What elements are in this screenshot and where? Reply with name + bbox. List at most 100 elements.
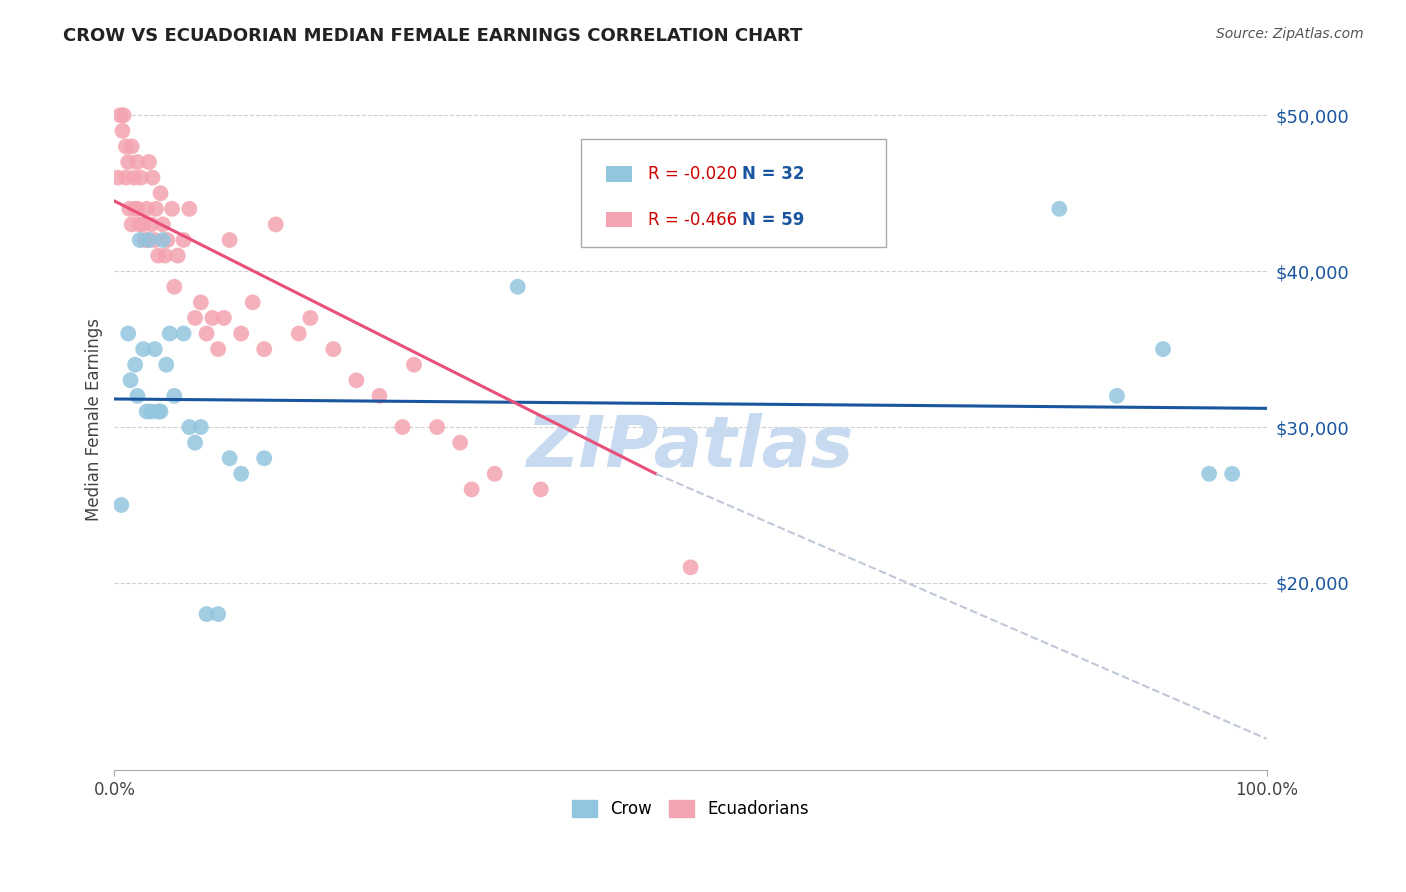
Point [218, 233, 240, 247]
Point [117, 326, 139, 341]
Point [118, 202, 141, 216]
Text: N = 59: N = 59 [742, 211, 804, 228]
Point [141, 404, 163, 418]
Point [145, 202, 167, 216]
Point [155, 358, 177, 372]
Point [253, 342, 276, 356]
Point [138, 233, 160, 247]
Point [1152, 342, 1174, 356]
Point [138, 233, 160, 247]
Point [1047, 202, 1070, 216]
Point [184, 310, 207, 325]
Point [218, 451, 240, 466]
Text: R = -0.466: R = -0.466 [648, 211, 737, 228]
Point [129, 170, 152, 185]
Point [128, 218, 150, 232]
Point [184, 435, 207, 450]
Point [115, 170, 138, 185]
Point [127, 155, 149, 169]
Point [506, 279, 529, 293]
Point [402, 358, 425, 372]
Point [141, 218, 163, 232]
Point [160, 202, 183, 216]
Point [124, 202, 146, 216]
Point [127, 389, 149, 403]
Y-axis label: Median Female Earnings: Median Female Earnings [86, 318, 103, 521]
Point [530, 483, 553, 497]
Point [115, 139, 138, 153]
Text: Source: ZipAtlas.com: Source: ZipAtlas.com [1216, 27, 1364, 41]
Point [132, 342, 155, 356]
Point [152, 218, 174, 232]
Point [134, 233, 156, 247]
FancyBboxPatch shape [581, 138, 886, 247]
Point [242, 295, 264, 310]
Text: CROW VS ECUADORIAN MEDIAN FEMALE EARNINGS CORRELATION CHART: CROW VS ECUADORIAN MEDIAN FEMALE EARNING… [63, 27, 803, 45]
Point [344, 373, 367, 387]
Point [264, 218, 287, 232]
Point [253, 451, 276, 466]
Point [152, 233, 174, 247]
Point [190, 420, 212, 434]
FancyBboxPatch shape [606, 167, 631, 182]
Point [138, 155, 160, 169]
Point [1220, 467, 1243, 481]
Point [121, 139, 143, 153]
Point [117, 155, 139, 169]
Point [679, 560, 702, 574]
Point [231, 326, 253, 341]
Point [368, 389, 391, 403]
Point [110, 498, 132, 512]
Point [107, 170, 129, 185]
Point [201, 310, 224, 325]
Point [484, 467, 506, 481]
Point [122, 170, 145, 185]
Point [212, 310, 235, 325]
Point [231, 467, 253, 481]
Point [143, 233, 166, 247]
Point [111, 124, 134, 138]
Point [128, 233, 150, 247]
Point [135, 404, 157, 418]
Point [120, 373, 142, 387]
Point [195, 326, 218, 341]
Point [391, 420, 413, 434]
Point [166, 249, 188, 263]
Point [1105, 389, 1128, 403]
Point [190, 295, 212, 310]
Point [143, 342, 166, 356]
Point [112, 108, 135, 122]
Point [148, 404, 170, 418]
Point [173, 326, 195, 341]
Point [299, 310, 322, 325]
Point [195, 607, 218, 621]
Point [153, 249, 176, 263]
Point [179, 420, 201, 434]
Point [426, 420, 449, 434]
Point [149, 186, 172, 201]
Point [159, 326, 181, 341]
Point [141, 170, 163, 185]
Legend: Crow, Ecuadorians: Crow, Ecuadorians [565, 793, 815, 825]
Point [322, 342, 344, 356]
Text: N = 32: N = 32 [742, 165, 804, 183]
Point [148, 249, 170, 263]
Point [288, 326, 311, 341]
Point [156, 233, 179, 247]
Point [207, 342, 229, 356]
Text: ZIPatlas: ZIPatlas [527, 413, 855, 482]
Point [135, 202, 157, 216]
Point [127, 202, 149, 216]
Point [179, 202, 201, 216]
Point [460, 483, 482, 497]
Point [124, 358, 146, 372]
Point [121, 218, 143, 232]
Text: R = -0.020: R = -0.020 [648, 165, 737, 183]
FancyBboxPatch shape [606, 211, 631, 227]
Point [173, 233, 195, 247]
Point [1198, 467, 1220, 481]
Point [132, 218, 155, 232]
Point [108, 108, 131, 122]
Point [149, 404, 172, 418]
Point [449, 435, 471, 450]
